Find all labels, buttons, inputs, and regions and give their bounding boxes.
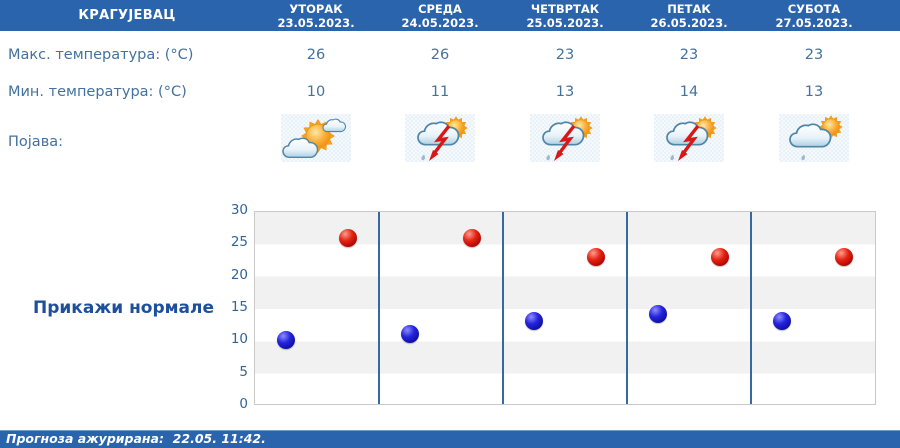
rain-sun-icon bbox=[779, 114, 849, 162]
max-temp-value: 23 bbox=[804, 47, 824, 63]
y-axis-tick-label: 5 bbox=[239, 363, 248, 380]
partly-cloudy-icon bbox=[282, 118, 347, 159]
max-temp-dot bbox=[587, 247, 605, 266]
max-temperature-label: Макс. температура: (°C) bbox=[8, 47, 194, 63]
thunderstorm-sun-icon bbox=[405, 114, 475, 162]
day-name: ПЕТАК bbox=[667, 2, 711, 16]
day-separator-line bbox=[626, 212, 628, 404]
thunderstorm-sun-icon bbox=[417, 116, 468, 161]
thunderstorm-sun-icon bbox=[666, 116, 717, 161]
day-date: 25.05.2023. bbox=[526, 16, 604, 30]
max-temp-dot bbox=[711, 247, 729, 266]
min-temperature-label: Мин. температура: (°C) bbox=[8, 84, 187, 100]
y-axis-tick-label: 15 bbox=[230, 299, 248, 315]
partly-cloudy-icon bbox=[281, 114, 351, 162]
min-temp-dot bbox=[277, 331, 295, 349]
rain-sun-icon bbox=[789, 115, 843, 161]
min-temp-value: 11 bbox=[430, 84, 450, 100]
day-header-saturday: СУБОТА 27.05.2023. bbox=[752, 2, 876, 30]
min-temp-dot bbox=[773, 311, 791, 330]
max-temp-dot bbox=[463, 228, 481, 247]
min-temp-value: 10 bbox=[306, 84, 326, 100]
day-header-wednesday: СРЕДА 24.05.2023. bbox=[378, 2, 502, 30]
thunderstorm-sun-icon bbox=[530, 114, 600, 162]
y-axis-tick-label: 30 bbox=[230, 202, 248, 218]
day-separator-line bbox=[378, 212, 380, 404]
forecast-updated-text: Прогноза ажурирана: 22.05. 11:42. bbox=[6, 431, 266, 446]
min-temp-value: 13 bbox=[555, 84, 575, 100]
day-name: УТОРАК bbox=[289, 2, 343, 16]
y-axis-labels: 0 5 10 15 20 25 30 bbox=[204, 202, 248, 412]
thunderstorm-sun-icon bbox=[542, 116, 593, 161]
day-separator-line bbox=[502, 212, 504, 404]
max-temp-value: 23 bbox=[555, 47, 575, 63]
day-date: 27.05.2023. bbox=[775, 16, 853, 30]
y-axis-tick-label: 10 bbox=[230, 331, 248, 348]
y-axis-tick-label: 0 bbox=[239, 396, 248, 412]
day-date: 23.05.2023. bbox=[277, 16, 355, 30]
day-date: 24.05.2023. bbox=[401, 16, 479, 30]
min-temp-value: 13 bbox=[804, 84, 824, 100]
day-name: СУБОТА bbox=[787, 2, 841, 16]
forecast-header-row: КРАГУЈЕВАЦ УТОРАК 23.05.2023. СРЕДА 24.0… bbox=[0, 0, 900, 31]
max-temp-value: 23 bbox=[679, 47, 699, 63]
day-header-tuesday: УТОРАК 23.05.2023. bbox=[254, 2, 378, 30]
day-separator-line bbox=[750, 212, 752, 404]
day-name: ЧЕТВРТАК bbox=[530, 2, 600, 16]
day-header-thursday: ЧЕТВРТАК 25.05.2023. bbox=[503, 2, 627, 30]
max-temp-value: 26 bbox=[430, 47, 450, 63]
day-date: 26.05.2023. bbox=[650, 16, 728, 30]
max-temp-dot bbox=[835, 247, 853, 266]
day-name: СРЕДА bbox=[418, 2, 462, 16]
footer-bar: Прогноза ажурирана: 22.05. 11:42. bbox=[0, 430, 900, 448]
max-temp-value: 26 bbox=[306, 47, 326, 63]
temperature-chart-plot bbox=[254, 211, 876, 405]
show-normals-link[interactable]: Прикажи нормале bbox=[33, 298, 215, 318]
min-temp-dot bbox=[649, 305, 667, 324]
y-axis-tick-label: 20 bbox=[230, 266, 248, 283]
location-title: КРАГУЈЕВАЦ bbox=[78, 8, 176, 23]
phenomena-label: Појава: bbox=[8, 134, 64, 150]
max-temp-dot bbox=[339, 228, 357, 247]
min-temp-dot bbox=[525, 311, 543, 330]
min-temp-dot bbox=[401, 324, 419, 343]
day-header-friday: ПЕТАК 26.05.2023. bbox=[627, 2, 751, 30]
min-temp-value: 14 bbox=[679, 84, 699, 100]
thunderstorm-sun-icon bbox=[654, 114, 724, 162]
y-axis-tick-label: 25 bbox=[230, 234, 248, 251]
